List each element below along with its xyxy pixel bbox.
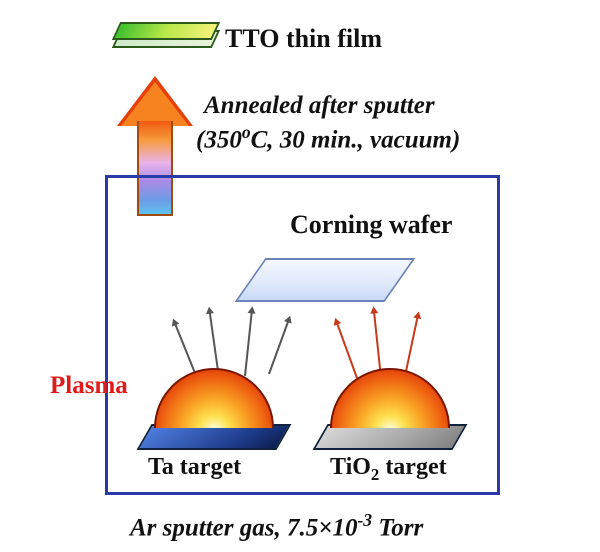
anneal-label-line1: Annealed after sputter bbox=[204, 92, 435, 120]
corning-wafer-label: Corning wafer bbox=[290, 210, 452, 240]
anneal-label-line2: (350oC, 30 min., vacuum) bbox=[196, 122, 460, 154]
tio2-post: target bbox=[379, 454, 446, 480]
gas-pre: Ar sputter gas, 7.5×10 bbox=[130, 514, 357, 541]
tio2-pre: TiO bbox=[330, 454, 371, 480]
plasma-label: Plasma bbox=[50, 372, 128, 400]
tio2-target-label: TiO2 target bbox=[330, 454, 447, 485]
gas-post: Torr bbox=[372, 514, 423, 541]
tto-film-label: TTO thin film bbox=[225, 24, 382, 54]
anneal-l2-pre: (350 bbox=[196, 126, 242, 153]
corning-wafer-graphic bbox=[235, 258, 416, 302]
tto-film-graphic bbox=[116, 22, 216, 48]
tto-film-top-layer bbox=[112, 22, 220, 40]
ta-target-label: Ta target bbox=[148, 454, 241, 481]
diagram-stage: TTO thin film Annealed after sputter (35… bbox=[0, 0, 600, 552]
gas-sup: -3 bbox=[357, 510, 372, 530]
anneal-l2-post: C, 30 min., vacuum) bbox=[251, 126, 461, 153]
sputter-gas-label: Ar sputter gas, 7.5×10-3 Torr bbox=[130, 510, 423, 542]
anneal-l2-sup: o bbox=[242, 122, 251, 142]
arrow-head bbox=[117, 76, 193, 126]
